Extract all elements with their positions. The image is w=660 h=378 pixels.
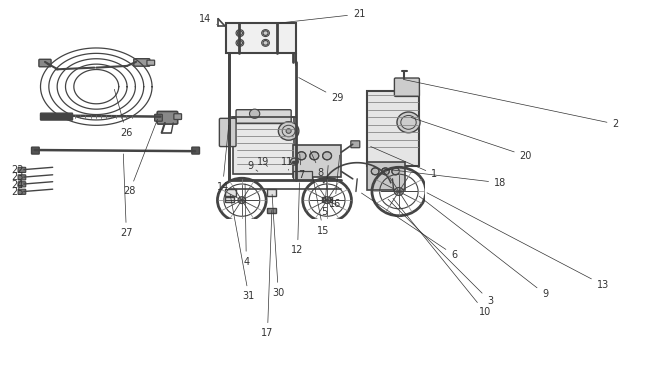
Circle shape — [238, 40, 242, 45]
FancyBboxPatch shape — [267, 208, 277, 213]
FancyBboxPatch shape — [224, 197, 234, 202]
Text: 23: 23 — [11, 172, 23, 182]
Text: 3: 3 — [388, 199, 493, 306]
FancyBboxPatch shape — [293, 171, 312, 180]
Text: 17: 17 — [261, 211, 274, 338]
Circle shape — [372, 168, 379, 175]
Text: 19: 19 — [257, 156, 269, 167]
Text: 11: 11 — [280, 156, 293, 170]
FancyBboxPatch shape — [395, 78, 419, 96]
FancyBboxPatch shape — [367, 91, 419, 166]
Text: 10: 10 — [393, 198, 492, 318]
Text: 14: 14 — [216, 125, 229, 192]
Text: 22: 22 — [11, 164, 24, 175]
FancyBboxPatch shape — [236, 110, 291, 124]
FancyBboxPatch shape — [234, 116, 294, 174]
Circle shape — [392, 168, 399, 175]
Text: 1: 1 — [371, 147, 437, 179]
Text: 18: 18 — [382, 169, 506, 188]
Text: 21: 21 — [280, 9, 366, 23]
Circle shape — [286, 129, 291, 133]
Circle shape — [238, 31, 242, 36]
Circle shape — [323, 197, 331, 204]
Circle shape — [238, 197, 246, 204]
Text: 28: 28 — [123, 119, 158, 197]
FancyBboxPatch shape — [39, 59, 51, 67]
FancyBboxPatch shape — [174, 114, 182, 119]
Text: 30: 30 — [272, 194, 284, 298]
Text: 16: 16 — [329, 155, 341, 209]
FancyBboxPatch shape — [192, 147, 199, 154]
FancyBboxPatch shape — [18, 175, 26, 180]
Text: 27: 27 — [120, 154, 133, 238]
Circle shape — [323, 152, 331, 160]
Circle shape — [263, 31, 268, 36]
FancyBboxPatch shape — [154, 114, 162, 121]
Text: 25: 25 — [11, 187, 24, 197]
Text: 4: 4 — [244, 184, 249, 267]
FancyBboxPatch shape — [226, 23, 296, 53]
Text: 6: 6 — [362, 193, 457, 260]
Text: 8: 8 — [310, 151, 324, 178]
FancyBboxPatch shape — [18, 182, 26, 187]
Circle shape — [279, 122, 299, 140]
FancyBboxPatch shape — [367, 161, 405, 191]
FancyBboxPatch shape — [40, 113, 73, 120]
Circle shape — [249, 109, 260, 118]
Text: 2: 2 — [405, 80, 618, 129]
Text: 12: 12 — [292, 183, 304, 255]
FancyBboxPatch shape — [219, 118, 236, 147]
Text: 9: 9 — [247, 161, 258, 171]
FancyBboxPatch shape — [32, 147, 39, 154]
Text: 31: 31 — [230, 194, 255, 301]
Circle shape — [297, 152, 306, 160]
Text: 9: 9 — [419, 196, 548, 299]
FancyBboxPatch shape — [134, 59, 150, 66]
FancyBboxPatch shape — [351, 141, 360, 148]
Circle shape — [310, 152, 319, 160]
FancyBboxPatch shape — [224, 189, 236, 195]
FancyBboxPatch shape — [293, 146, 341, 177]
FancyBboxPatch shape — [157, 112, 178, 124]
Circle shape — [263, 40, 268, 45]
Text: 7: 7 — [298, 154, 304, 180]
Text: 15: 15 — [313, 177, 329, 235]
FancyBboxPatch shape — [267, 189, 277, 195]
FancyBboxPatch shape — [18, 167, 26, 172]
Text: 13: 13 — [427, 193, 609, 290]
Circle shape — [395, 187, 403, 195]
Text: 5: 5 — [321, 166, 328, 217]
Circle shape — [381, 168, 389, 175]
Text: 24: 24 — [11, 180, 23, 190]
Text: 29: 29 — [299, 77, 343, 103]
FancyBboxPatch shape — [18, 189, 26, 194]
Circle shape — [290, 158, 298, 165]
FancyBboxPatch shape — [147, 60, 154, 65]
Circle shape — [397, 112, 420, 133]
FancyBboxPatch shape — [322, 197, 331, 202]
Text: 14: 14 — [199, 14, 217, 24]
Text: 26: 26 — [114, 89, 133, 138]
Text: 20: 20 — [411, 118, 532, 161]
